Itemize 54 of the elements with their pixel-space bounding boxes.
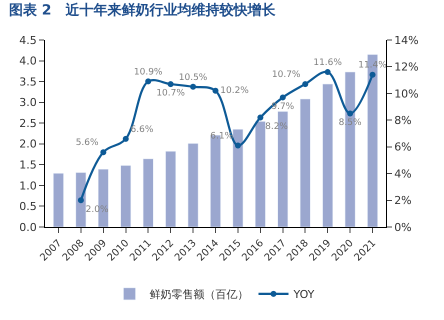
y2-tick-label: 12% [394, 60, 419, 74]
point [168, 81, 174, 88]
y-tick-label: 3.0 [19, 96, 37, 110]
point [212, 88, 218, 94]
bar [165, 151, 176, 227]
legend-label: 鲜奶零售额（百亿） [150, 288, 248, 302]
y2-tick-label: 4% [394, 167, 412, 180]
y2-tick-label: 8% [394, 114, 412, 127]
point [257, 114, 264, 120]
bar [120, 165, 132, 227]
point [234, 142, 241, 149]
data-label: 10.7% [156, 88, 186, 99]
y2-tick-label: 14% [394, 34, 419, 47]
bar [188, 143, 198, 227]
chart-title: 图表 2 近十年来鲜奶行业均维持较快增长 [8, 2, 276, 19]
bar [232, 129, 244, 227]
bar [142, 158, 154, 227]
point [145, 78, 152, 84]
data-label: 5.6% [76, 138, 100, 148]
y-tick-label: 4.5 [19, 34, 37, 47]
y-tick-label: 1.5 [19, 158, 37, 172]
point [280, 94, 286, 100]
y2-tick-label: 6% [394, 140, 412, 154]
data-label: 9.7% [271, 102, 295, 112]
point [78, 197, 84, 204]
bar [300, 98, 311, 227]
data-label: 10.5% [178, 72, 208, 83]
y-tick-label: 4.0 [19, 54, 37, 68]
y2-tick-label: 2% [394, 194, 412, 208]
data-label: 10.9% [134, 67, 163, 78]
y-tick-label: 0.0 [19, 220, 37, 234]
data-label: 6.6% [130, 124, 154, 135]
point [347, 110, 354, 116]
y-tick-label: 2.0 [19, 138, 37, 151]
y-tick-label: 3.5 [19, 75, 37, 88]
point [324, 69, 331, 76]
y-tick-label: 2.5 [19, 116, 37, 130]
point [370, 72, 376, 78]
point [302, 81, 308, 88]
data-label: 10.7% [272, 70, 301, 80]
bar [255, 121, 266, 227]
bar [53, 173, 64, 227]
bar [322, 84, 333, 227]
y-tick-label: 1.0 [19, 179, 37, 192]
y2-tick-label: 10% [394, 87, 419, 100]
legend-label: YOY [292, 288, 315, 302]
point [100, 149, 106, 156]
data-label: 10.2% [220, 86, 250, 96]
bar [76, 172, 86, 227]
data-label: 11.6% [313, 58, 342, 68]
y2-tick-label: 0% [394, 220, 412, 234]
point [190, 84, 196, 90]
point [122, 136, 129, 142]
y-tick-label: 0.5 [19, 200, 37, 214]
